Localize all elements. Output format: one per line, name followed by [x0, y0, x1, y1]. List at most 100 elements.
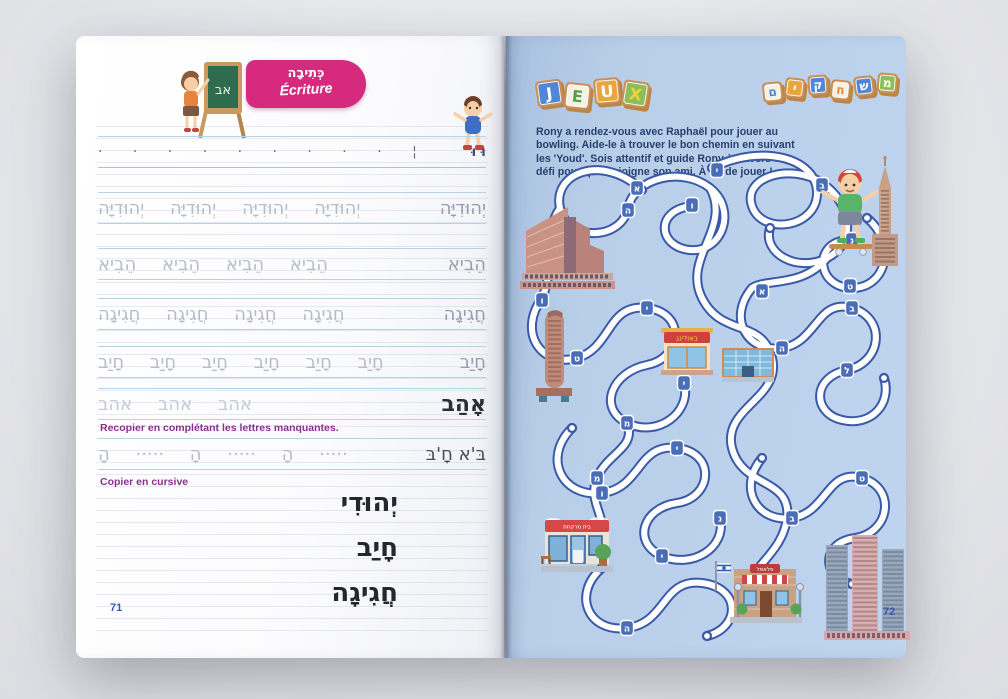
storefront-sign-text: בית מרקחת	[563, 525, 591, 531]
partial-word: בּ'א חָ'בּ	[425, 443, 486, 465]
letter-block-E: E	[563, 81, 592, 111]
badge-french-title: Écriture	[279, 79, 333, 99]
maze-marker-ט: ט	[569, 349, 585, 367]
maze-marker-מ: מ	[619, 414, 635, 432]
trace-rest: חֲגִיגָה חֲגִיגָה חֲגִיגָה חֲגִיגָה	[98, 303, 345, 325]
svg-text:ו: ו	[690, 201, 693, 211]
svg-text:י: י	[676, 444, 679, 454]
maze-marker-ה: ה	[620, 201, 636, 219]
maze-marker-ו: ו	[684, 196, 700, 214]
open-book: אב כְּתִיבָה Écriture	[76, 36, 910, 658]
maze-marker-ב: ב	[784, 509, 800, 527]
letter-block-ח: ח	[829, 78, 852, 101]
trace-rest: הֵבִיא הֵבִיא הֵבִיא הֵבִיא	[98, 253, 329, 275]
trace-lead: וּ וּ	[471, 144, 487, 160]
svg-text:ט: ט	[847, 282, 853, 292]
skyscraper-towers-icon	[824, 535, 910, 640]
book-spine	[500, 36, 512, 658]
svg-text:ה: ה	[624, 624, 630, 634]
svg-text:נ: נ	[850, 236, 854, 246]
page-number-left: 71	[110, 602, 123, 614]
section-badge: כְּתִיבָה Écriture	[246, 60, 366, 108]
trace-row-chayav: חָיַב חָיַב חָיַב חָיַב חָיַב חָיַב חָיַ…	[98, 346, 486, 378]
maze-marker-ה: ה	[774, 339, 790, 357]
trace-lead: הֵבִיא	[447, 253, 486, 275]
maze-marker-ב: ב	[844, 299, 860, 317]
bowling-shop-icon: באולינג	[661, 328, 713, 375]
print-word-ahav: אָהַב	[441, 391, 486, 417]
svg-text:מ: מ	[624, 419, 631, 429]
svg-text:ב: ב	[789, 514, 795, 524]
maze-marker-ו: ו	[594, 484, 610, 502]
trace-row-vav: וּ וּ ¦ · · · · · · · · ·	[98, 136, 486, 168]
letter-block-U: U	[592, 76, 622, 106]
maze-marker-ו: ו	[534, 291, 550, 309]
copy-word-chagigah: חֲגִיגָה	[331, 578, 398, 608]
letter-block-J: J	[534, 78, 564, 108]
svg-text:א: א	[634, 184, 641, 194]
svg-text:ט: ט	[859, 474, 865, 484]
maze-marker-ה: ה	[619, 619, 635, 637]
maze-marker-י: י	[709, 161, 725, 179]
maze-marker-ט: ט	[854, 469, 870, 487]
svg-text:אב: אב	[215, 83, 231, 98]
svg-text:ו: ו	[540, 296, 543, 306]
copy-word-chayav: חָיַב	[356, 533, 398, 563]
svg-text:נ: נ	[718, 514, 722, 524]
letter-block-X: X	[620, 79, 651, 109]
svg-text:י: י	[716, 166, 719, 176]
maze-marker-י: י	[676, 374, 692, 392]
teacher-chalkboard-illustration: אב	[181, 62, 246, 139]
trace-lead: חֲגִיגָה	[443, 303, 486, 325]
maze-marker-נ: נ	[712, 509, 728, 527]
maze-marker-י: י	[669, 439, 685, 457]
svg-text:ב: ב	[849, 304, 855, 314]
svg-text:ל: ל	[844, 366, 849, 376]
trace-rest: יְהוּדִיָּה יְהוּדִיָּה יְהוּדִיָּה יְהו…	[98, 197, 361, 219]
page-left-ecriture: אב כְּתִיבָה Écriture	[76, 36, 504, 658]
svg-text:ה: ה	[779, 344, 785, 354]
trace-row-yehudiyah: יְהוּדִיָּה יְהוּדִיָּה יְהוּדִיָּה יְהו…	[98, 192, 486, 224]
svg-text:י: י	[683, 379, 686, 389]
svg-text:מ: מ	[594, 474, 601, 484]
maze-marker-מ: מ	[589, 469, 605, 487]
letter-block-ש: ש	[852, 74, 876, 98]
maze-marker-א: א	[629, 179, 645, 197]
complete-letters-row: בּ'א חָ'בּ ····· הָ ····· הָ ····· הָ	[98, 438, 486, 470]
svg-text:ה: ה	[625, 206, 631, 216]
trace-rest: אהב אהב אהב	[98, 393, 253, 415]
trace-row-hevi: הֵבִיא הֵבִיא הֵבִיא הֵבִיא הֵבִיא	[98, 248, 486, 280]
ruled-lines	[96, 126, 488, 634]
round-tower-icon	[536, 310, 572, 402]
svg-text:י: י	[646, 304, 649, 314]
restaurant-sign-text: פלאפל	[757, 566, 774, 573]
trace-lead: חָיַב	[459, 351, 486, 373]
letter-block-ם: ם	[761, 80, 784, 103]
trace-row-ahav: אָהַב אהב אהב אהב	[98, 388, 486, 420]
maze-marker-י: י	[639, 299, 655, 317]
maze-marker-ל: ל	[839, 361, 855, 379]
maze-marker-א: א	[754, 282, 770, 300]
badge-hebrew-title: כְּתִיבָה	[287, 66, 325, 81]
svg-text:א: א	[759, 287, 766, 297]
letter-block-ק: ק	[807, 74, 829, 96]
trace-dots: ¦ · · · · · · · · ·	[98, 144, 417, 160]
instruction-copy-cursive: Copier en cursive	[100, 476, 189, 488]
restaurant-icon: פלאפל	[715, 561, 804, 623]
spire-tower-icon	[872, 156, 898, 266]
svg-text:ב: ב	[819, 181, 825, 191]
maze-marker-ט: ט	[842, 277, 858, 295]
maze-marker-י: י	[654, 547, 670, 565]
copy-word-yehudi: יְהוּדִי	[340, 488, 398, 518]
ziggurat-building-icon	[520, 207, 615, 289]
svg-text:ט: ט	[574, 354, 580, 364]
skater-boy-illustration	[821, 169, 879, 256]
page-number-right: 72	[883, 606, 896, 618]
letter-block-י: י	[783, 76, 806, 100]
instruction-complete-letters: Recopier en complétant les lettres manqu…	[100, 422, 339, 434]
trace-rest: חָיַב חָיַב חָיַב חָיַב חָיַב חָיַב	[98, 351, 384, 373]
